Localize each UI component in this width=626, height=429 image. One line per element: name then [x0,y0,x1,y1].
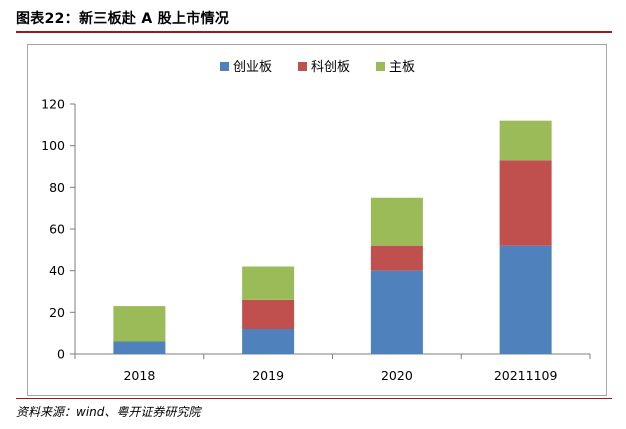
source-note: 资料来源：wind、粤开证券研究院 [16,405,201,419]
figure-title: 图表22：新三板赴 A 股上市情况 [16,11,230,27]
y-tick-label: 80 [49,180,65,195]
bar-主板-2019 [242,266,295,300]
bar-主板-2020 [370,197,423,246]
bar-科创板-20211109 [499,160,552,246]
y-tick-label: 40 [49,263,65,278]
title-rule [16,31,612,33]
bar-创业板-2019 [242,329,295,354]
bar-创业板-20211109 [499,245,552,354]
x-tick-label: 2018 [123,368,155,383]
bar-创业板-2020 [370,270,423,354]
legend-label: 主板 [389,60,415,75]
legend-swatch-主板 [376,62,385,71]
bottom-rule [16,398,612,399]
bar-创业板-2018 [113,341,166,354]
x-tick-label: 20211109 [494,368,558,383]
x-tick-label: 2019 [252,368,284,383]
y-tick-label: 120 [41,97,65,112]
y-tick-label: 0 [57,347,65,362]
bar-科创板-2020 [370,245,423,271]
bar-主板-2018 [113,306,166,342]
legend-swatch-科创板 [298,62,307,71]
legend-label: 创业板 [233,60,272,75]
y-tick-label: 60 [49,222,65,237]
legend-label: 科创板 [311,60,350,75]
y-tick-label: 20 [49,305,65,320]
y-tick-label: 100 [41,138,65,153]
legend-swatch-创业板 [220,62,229,71]
chart-frame [27,44,607,396]
x-tick-label: 2020 [381,368,413,383]
bar-科创板-2019 [242,299,295,329]
bar-主板-20211109 [499,120,552,161]
